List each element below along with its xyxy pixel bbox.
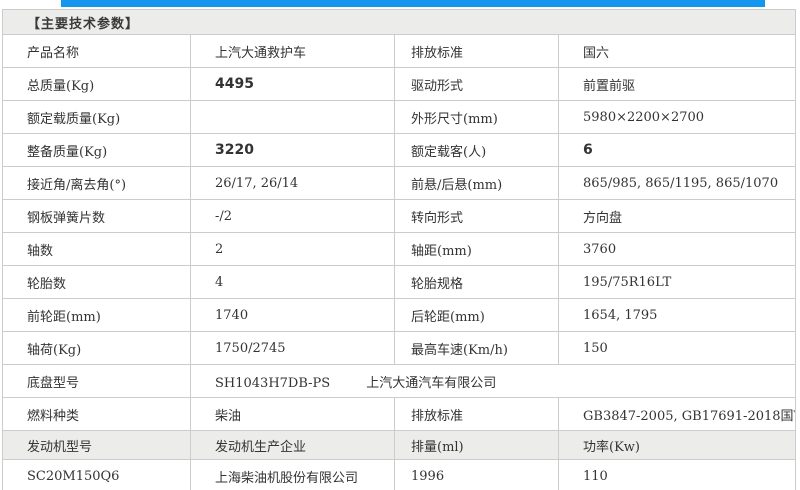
spec-label: 后轮距(mm) [394,298,559,332]
spec-label: 排放标准 [394,397,559,431]
spec-value: 4495 [190,67,395,101]
table-row-fuel: 燃料种类 柴油 排放标准 GB3847-2005, GB17691-2018国Ⅵ [2,397,797,431]
table-row-product: 产品名称 上汽大通救护车 排放标准 国六 [2,34,797,68]
spec-label: 最高车速(Km/h) [394,331,559,365]
spec-label: 驱动形式 [394,67,559,101]
table-title: 【主要技术参数】 [1,9,797,35]
spec-value: 195/75R16LT [557,265,797,299]
spec-value: 1750/2745 [190,331,395,365]
top-accent-bar [61,0,765,7]
table-row-engine-values: SC20M150Q6 上海柴油机股份有限公司 1996 110 [2,459,797,490]
spec-value: 6 [557,133,797,167]
spec-value: 26/17, 26/14 [190,166,395,200]
table-row-angles: 接近角/离去角(°) 26/17, 26/14 前悬/后悬(mm) 865/98… [2,166,797,200]
spec-value: 3760 [557,232,797,266]
spec-label: 接近角/离去角(°) [2,166,191,200]
spec-table: 【主要技术参数】 产品名称 上汽大通救护车 排放标准 国六 总质量(Kg) 44… [1,9,797,490]
table-title-row: 【主要技术参数】 [1,9,797,35]
spec-label: 轴荷(Kg) [2,331,191,365]
spec-value: -/2 [190,199,395,233]
table-row-track: 前轮距(mm) 1740 后轮距(mm) 1654, 1795 [2,298,797,332]
chassis-model: SH1043H7DB-PS [215,375,331,391]
spec-value: 国六 [557,34,797,68]
spec-value: 方向盘 [557,199,797,233]
table-row-leaf-springs: 钢板弹簧片数 -/2 转向形式 方向盘 [2,199,797,233]
table-row-tires: 轮胎数 4 轮胎规格 195/75R16LT [2,265,797,299]
spec-label: 排放标准 [394,34,559,68]
spec-value: 865/985, 865/1195, 865/1070 [557,166,797,200]
spec-label: 外形尺寸(mm) [394,100,559,134]
spec-label: 转向形式 [394,199,559,233]
table-row-gross-weight: 总质量(Kg) 4495 驱动形式 前置前驱 [2,67,797,101]
chassis-company: 上汽大通汽车有限公司 [366,375,497,391]
spec-value: 1996 [394,459,559,490]
spec-label: 产品名称 [2,34,191,68]
table-row-rated-load: 额定载质量(Kg) 外形尺寸(mm) 5980×2200×2700 [2,100,797,134]
spec-value: 柴油 [190,397,395,431]
spec-value: SC20M150Q6 [2,459,191,490]
spec-label: 钢板弹簧片数 [2,199,191,233]
spec-label: 轴数 [2,232,191,266]
spec-label: 前轮距(mm) [2,298,191,332]
spec-label: 底盘型号 [2,364,191,398]
spec-label: 轮胎规格 [394,265,559,299]
spec-value: 前置前驱 [557,67,797,101]
spec-value [190,100,395,134]
spec-label: 功率(Kw) [557,430,797,460]
spec-value: 150 [557,331,797,365]
spec-label: 前悬/后悬(mm) [394,166,559,200]
spec-value: GB3847-2005, GB17691-2018国Ⅵ [557,397,797,431]
spec-label: 整备质量(Kg) [2,133,191,167]
table-row-engine-header: 发动机型号 发动机生产企业 排量(ml) 功率(Kw) [2,430,797,460]
spec-label: 额定载质量(Kg) [2,100,191,134]
spec-value: 上海柴油机股份有限公司 [190,459,395,490]
spec-label: 轴距(mm) [394,232,559,266]
table-row-chassis: 底盘型号 SH1043H7DB-PS 上汽大通汽车有限公司 [2,364,797,398]
spec-label: 燃料种类 [2,397,191,431]
table-row-axle-load: 轴荷(Kg) 1750/2745 最高车速(Km/h) 150 [2,331,797,365]
spec-value: 1654, 1795 [557,298,797,332]
spec-label: 轮胎数 [2,265,191,299]
spec-label: 额定载客(人) [394,133,559,167]
spec-label: 发动机型号 [2,430,191,460]
spec-label: 总质量(Kg) [2,67,191,101]
spec-label: 排量(ml) [394,430,559,460]
spec-value: SH1043H7DB-PS 上汽大通汽车有限公司 [189,364,797,398]
table-row-curb-weight: 整备质量(Kg) 3220 额定载客(人) 6 [2,133,797,167]
spec-value: 110 [557,459,797,490]
spec-label: 发动机生产企业 [190,430,395,460]
spec-value: 4 [190,265,395,299]
spec-value: 3220 [190,133,395,167]
table-row-axles: 轴数 2 轴距(mm) 3760 [2,232,797,266]
spec-value: 2 [190,232,395,266]
spec-value: 1740 [190,298,395,332]
spec-value: 5980×2200×2700 [557,100,797,134]
spec-value: 上汽大通救护车 [190,34,395,68]
